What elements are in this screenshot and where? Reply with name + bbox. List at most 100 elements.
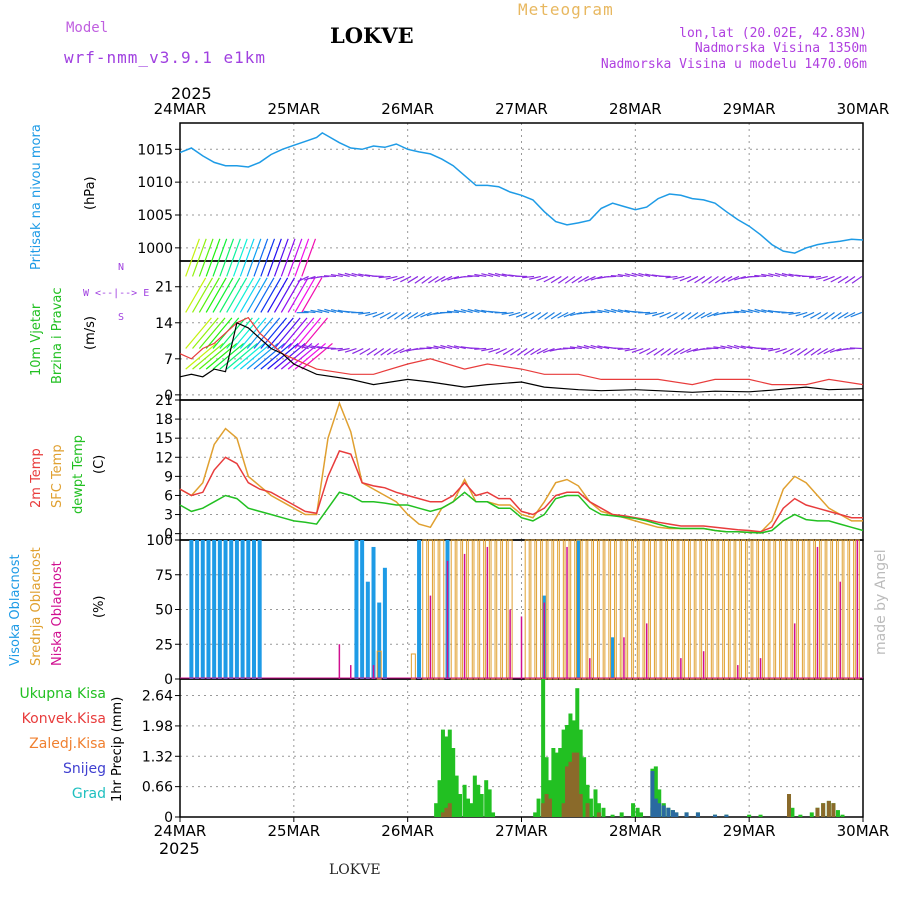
- wind-barb: [428, 275, 439, 284]
- cloud-mid-bar: [832, 539, 838, 680]
- wind-barb: [400, 275, 412, 283]
- cloud-mid-bar: [496, 539, 502, 680]
- precip-total-bar: [533, 812, 538, 817]
- wind-barb: [523, 348, 535, 356]
- precip-ytick-label: 1.32: [142, 749, 173, 765]
- wind-barb: [433, 345, 446, 350]
- wind-barb: [198, 277, 220, 313]
- precip-total-bar: [798, 814, 803, 817]
- precip-total-bar: [458, 794, 463, 817]
- wind-barb: [330, 347, 343, 350]
- wind-barb: [385, 275, 398, 280]
- wind-barb: [515, 311, 528, 318]
- cloud-high-bar: [206, 540, 211, 679]
- precip-conv-bar: [578, 794, 583, 817]
- wind-barb: [530, 311, 542, 320]
- precip-total-bar: [454, 775, 459, 817]
- precip-total-bar: [554, 752, 559, 817]
- wind-barb: [817, 311, 829, 320]
- wind-barb: [680, 347, 692, 355]
- wind-barb: [536, 347, 548, 355]
- temperature-ytick-label: 3: [164, 508, 173, 524]
- wind-barb: [460, 309, 473, 314]
- cloud-high-bar: [354, 540, 359, 679]
- wind-barb: [610, 347, 623, 350]
- wind-ytick-label: 0: [164, 388, 173, 404]
- time-tick-top: 25MAR: [267, 100, 320, 118]
- cloud-low-bar: [793, 623, 796, 679]
- cloud-mid-bar: [649, 539, 655, 680]
- wind-barb: [569, 346, 582, 350]
- wind-barb: [488, 272, 501, 278]
- precip-total-bar: [578, 729, 583, 817]
- cloud-mid-bar: [752, 539, 758, 680]
- precip-conv-bar: [568, 761, 573, 817]
- cloud-low-bar: [446, 560, 449, 679]
- wind-barb: [694, 311, 706, 320]
- wind-barb: [672, 275, 685, 280]
- wind-barb: [185, 238, 200, 277]
- wind-barb: [267, 238, 282, 277]
- wind-barb: [192, 317, 219, 349]
- precip-conv-bar: [544, 794, 549, 817]
- wind-barb: [280, 277, 302, 313]
- wind-barb: [563, 311, 576, 318]
- wind-barb: [317, 309, 330, 314]
- wind-barb: [358, 273, 371, 278]
- wind-barb: [440, 275, 453, 282]
- wind-barb: [665, 275, 678, 279]
- wind-barb: [205, 238, 221, 277]
- cloud-mid-bar: [689, 539, 695, 680]
- precip-total-bar: [487, 789, 492, 817]
- wind-barb: [517, 348, 528, 356]
- wind-barb: [761, 347, 774, 351]
- wind-barb: [301, 317, 328, 349]
- wind-barb: [323, 347, 336, 350]
- cloud-mid-bar: [820, 539, 826, 680]
- wind-barb: [274, 342, 306, 370]
- wind-barb: [803, 348, 815, 356]
- legend-total: Ukupna Kisa: [19, 686, 106, 702]
- cloud-mid-bar: [729, 539, 735, 680]
- wind-barb: [226, 238, 241, 277]
- wind-barb: [239, 342, 272, 370]
- precip-total-bar: [596, 803, 601, 817]
- precip-total-bar: [639, 812, 644, 817]
- wind-barb: [365, 311, 378, 317]
- wind-barb: [447, 344, 460, 350]
- wind-barb: [185, 342, 217, 370]
- wind-barb: [829, 347, 842, 353]
- wind-barb: [781, 272, 794, 278]
- precip-total-bar: [840, 814, 845, 817]
- wind-barb: [667, 348, 678, 356]
- precip-total-bar: [462, 784, 467, 817]
- wind-barb: [280, 238, 296, 277]
- wind-barb: [510, 348, 521, 356]
- wind-barb: [796, 348, 808, 356]
- cloud-mid-bar: [803, 539, 809, 680]
- precip-total-bar: [444, 736, 449, 817]
- wind-barb: [246, 238, 262, 277]
- legend-conv: Konvek.Kisa: [21, 711, 106, 727]
- cloud-mid-bar: [524, 539, 530, 680]
- cloud-high-bar: [610, 637, 615, 679]
- precip-total-bar: [491, 812, 496, 817]
- wind-barb: [434, 275, 446, 283]
- cloud-mid-bar: [718, 539, 724, 680]
- cloud-ytick-label: 100: [146, 533, 173, 549]
- model-altitude-label: Nadmorska Visina u modelu 1470.06m: [600, 57, 867, 72]
- precip-total-bar: [536, 798, 541, 817]
- station-title: LOKVE: [330, 23, 414, 48]
- precip-snow-bar: [650, 771, 655, 817]
- wind-barb: [253, 238, 269, 277]
- cloud-mid-bar: [422, 539, 428, 680]
- wind-barb: [414, 275, 426, 284]
- precip-snow-bar: [666, 807, 671, 817]
- wind-barb: [851, 275, 863, 284]
- cloud-high-bar: [382, 567, 387, 679]
- cloud-low-bar: [509, 609, 511, 679]
- wind-barb: [823, 347, 835, 355]
- wind-barb: [386, 311, 398, 320]
- precip-total-bar: [601, 807, 606, 817]
- wind-barb: [226, 317, 253, 349]
